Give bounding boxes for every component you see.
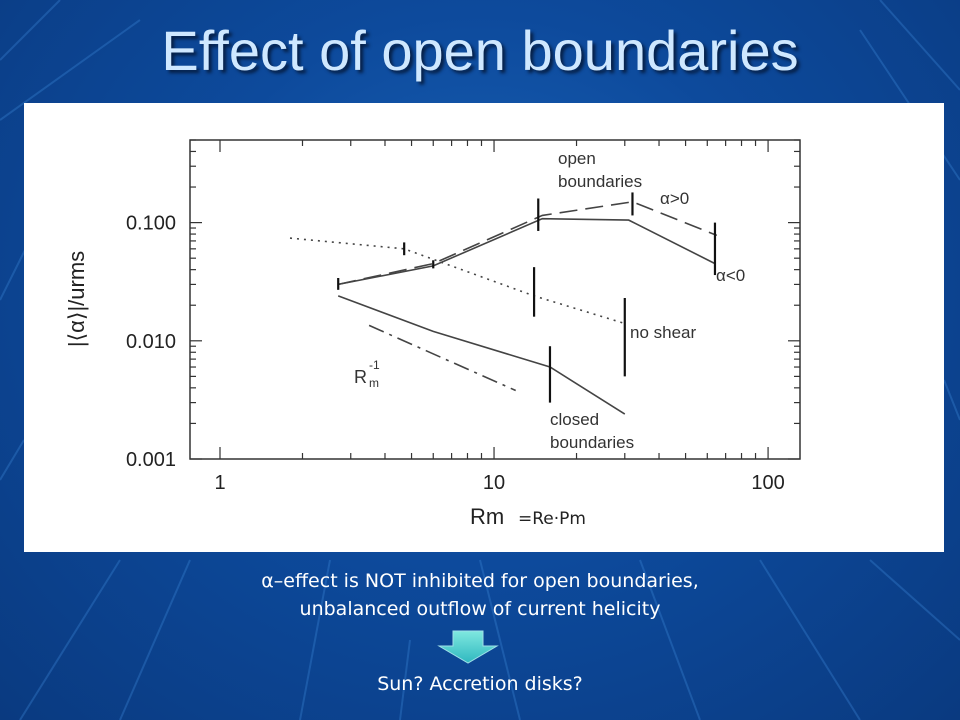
caption-line-1: α–effect is NOT inhibited for open bound… bbox=[261, 570, 699, 592]
annotation-open-boundaries: boundaries bbox=[558, 172, 642, 191]
annotation-alpha-pos: α>0 bbox=[660, 189, 689, 208]
y-tick-label: 0.100 bbox=[126, 213, 176, 235]
annotation-rm-sup: -1 bbox=[369, 358, 380, 372]
chart-panel: 1 10 100 0.001 0.010 0.100 |⟨α⟩|/urms Rm =Re·… bbox=[24, 103, 944, 552]
x-tick-label: 10 bbox=[483, 472, 505, 494]
annotation-closed-boundaries: boundaries bbox=[550, 433, 634, 452]
annotation-rm-base: R bbox=[354, 367, 367, 387]
annotation-alpha-neg: α<0 bbox=[716, 266, 745, 285]
series-line-closed bbox=[337, 295, 626, 415]
x-axis-label: Rm bbox=[470, 504, 504, 529]
annotation-closed: closed bbox=[550, 410, 599, 429]
chart: 1 10 100 0.001 0.010 0.100 |⟨α⟩|/urms Rm =Re·… bbox=[64, 139, 801, 529]
slide-title: Effect of open boundaries bbox=[161, 19, 799, 82]
x-tick-label: 100 bbox=[751, 472, 784, 494]
caption-line-2: unbalanced outflow of current helicity bbox=[299, 598, 661, 620]
annotation-rm-sub: m bbox=[369, 376, 379, 390]
y-axis-label: |⟨α⟩|/urms bbox=[64, 251, 89, 347]
x-tick-label: 1 bbox=[214, 472, 225, 494]
series-line-rm_inv bbox=[368, 324, 517, 392]
series-line-open_neg bbox=[338, 217, 716, 286]
annotation-open: open bbox=[558, 149, 596, 168]
x-axis-label-suffix: =Re·Pm bbox=[518, 509, 586, 529]
y-tick-label: 0.010 bbox=[126, 331, 176, 353]
plot-frame bbox=[189, 139, 801, 460]
question-text: Sun? Accretion disks? bbox=[377, 673, 583, 695]
y-tick-label: 0.001 bbox=[126, 449, 176, 471]
annotation-no-shear: no shear bbox=[630, 323, 696, 342]
series-line-open_pos bbox=[338, 200, 718, 286]
down-arrow-icon bbox=[437, 630, 499, 664]
series-line-no_shear bbox=[289, 237, 626, 325]
